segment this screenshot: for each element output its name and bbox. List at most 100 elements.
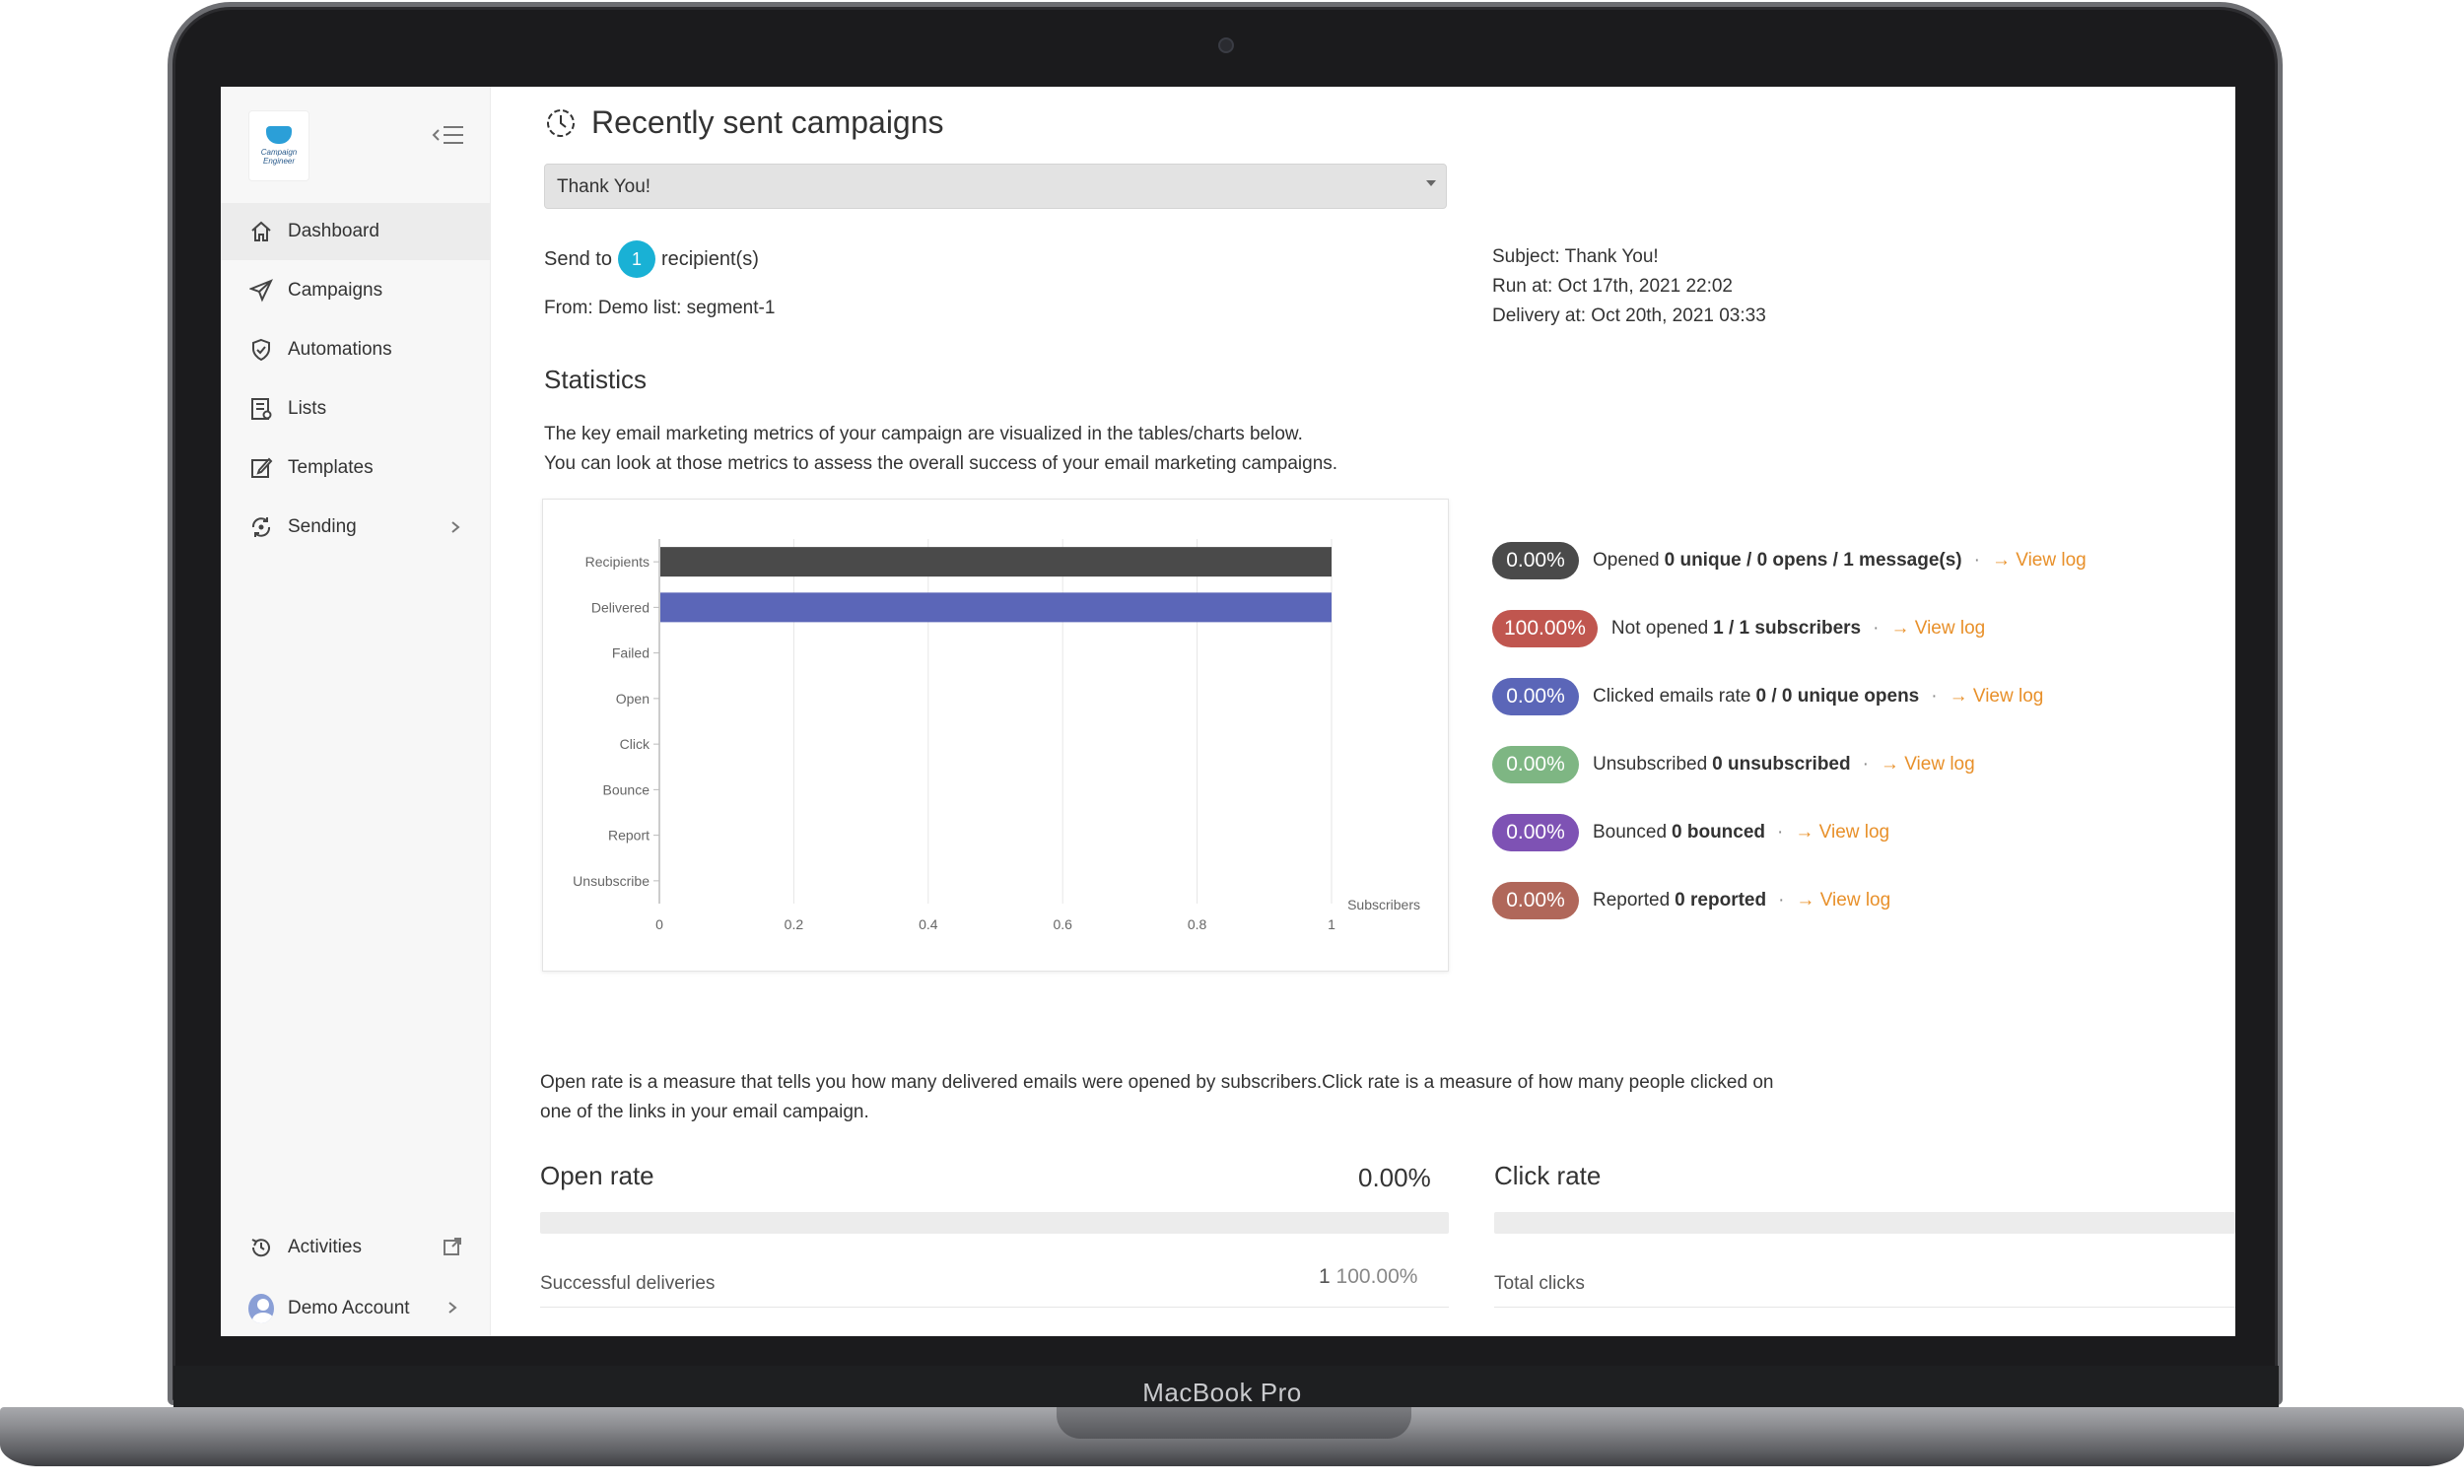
sidebar: Campaign Engineer Dashboard Campaigns: [221, 87, 491, 1336]
campaign-meta: Subject: Thank You! Run at: Oct 17th, 20…: [1492, 242, 1766, 331]
metric-percent-badge: 0.00%: [1492, 541, 1579, 579]
shield-check-icon: [248, 337, 274, 363]
campaign-select[interactable]: Thank You!: [544, 164, 1447, 209]
sidebar-item-automations[interactable]: Automations: [221, 321, 491, 378]
sidebar-item-label: Sending: [288, 516, 357, 537]
sidebar-bottom: Activities Demo Account: [221, 1218, 491, 1336]
send-to-suffix: recipient(s): [660, 247, 759, 270]
metric-detail: 0 bounced: [1672, 821, 1766, 843]
separator: ·: [1973, 549, 1980, 571]
metric-label: Clicked emails rate: [1593, 685, 1751, 707]
send-to-line: Send to 1 recipient(s): [544, 240, 759, 278]
app-logo[interactable]: Campaign Engineer: [248, 110, 309, 181]
recipients-count-badge: 1: [617, 240, 655, 278]
y-tick-label: Report: [608, 828, 650, 843]
metric-percent-badge: 0.00%: [1492, 813, 1579, 851]
successful-deliveries-count: 1: [1319, 1265, 1331, 1288]
metrics-list: 0.00% Opened 0 unique / 0 opens / 1 messag…: [1492, 526, 2202, 934]
sidebar-item-dashboard[interactable]: Dashboard: [221, 203, 491, 260]
from-list: From: Demo list: segment-1: [544, 298, 776, 318]
sidebar-item-sending[interactable]: Sending: [221, 499, 491, 556]
y-tick-label: Failed: [612, 645, 650, 661]
x-axis-label: Subscribers: [1347, 897, 1420, 912]
sidebar-item-templates[interactable]: Templates: [221, 439, 491, 497]
clock-icon: [547, 108, 575, 137]
laptop-chin: [173, 1366, 2279, 1409]
sidebar-item-label: Activities: [288, 1237, 362, 1257]
x-tick-label: 0.4: [919, 916, 938, 932]
collapse-sidebar-icon[interactable]: [432, 122, 465, 148]
separator: ·: [1777, 821, 1784, 843]
y-tick-label: Click: [620, 736, 650, 752]
metric-label: Unsubscribed: [1593, 753, 1708, 775]
x-tick-label: 1: [1328, 916, 1335, 932]
click-rate-progress: [1494, 1212, 2235, 1234]
separator: ·: [1873, 617, 1880, 639]
metric-percent-badge: 0.00%: [1492, 677, 1579, 715]
logo-text: Campaign Engineer: [260, 148, 298, 166]
view-log-link[interactable]: View log: [1881, 754, 1974, 776]
chevron-right-icon: [451, 521, 460, 533]
open-rate-value: 0.00%: [1358, 1163, 1431, 1192]
click-rate-title: Click rate: [1494, 1161, 1602, 1190]
delivery-at: Delivery at: Oct 20th, 2021 03:33: [1492, 305, 1766, 326]
statistics-title: Statistics: [544, 365, 648, 394]
successful-deliveries-label: Successful deliveries: [540, 1273, 716, 1294]
logo-mark: [266, 126, 292, 144]
statistics-chart-card: 0 0.2 0.4 0.6 0.8 1 Recipients Delivered Failed O…: [542, 499, 1449, 972]
sidebar-item-activities[interactable]: Activities: [221, 1218, 491, 1277]
total-clicks-label: Total clicks: [1494, 1273, 1585, 1294]
external-link-icon[interactable]: [442, 1236, 463, 1257]
home-icon: [248, 219, 274, 244]
sidebar-item-account[interactable]: Demo Account: [221, 1279, 491, 1336]
sidebar-item-campaigns[interactable]: Campaigns: [221, 262, 491, 319]
campaign-select-value: Thank You!: [557, 176, 651, 197]
page-title: Recently sent campaigns: [591, 104, 944, 140]
metric-percent-badge: 0.00%: [1492, 881, 1579, 919]
metric-label: Opened: [1593, 549, 1660, 571]
avatar: [248, 1294, 274, 1323]
successful-deliveries-value: 1 100.00%: [1319, 1265, 1417, 1289]
separator: ·: [1862, 753, 1869, 775]
separator: ·: [1778, 889, 1785, 911]
sidebar-item-lists[interactable]: Lists: [221, 380, 491, 438]
metric-label: Not opened: [1610, 617, 1709, 639]
statistics-desc-line-2: You can look at those metrics to assess …: [544, 453, 1338, 474]
view-log-link[interactable]: View log: [1890, 618, 1985, 640]
metric-row: 0.00% Opened 0 unique / 0 opens / 1 messag…: [1492, 526, 2202, 594]
open-rate-progress: [540, 1212, 1449, 1234]
run-at: Run at: Oct 17th, 2021 22:02: [1492, 276, 1734, 297]
metric-percent-badge: 100.00%: [1492, 609, 1598, 647]
y-tick-label: Delivered: [591, 599, 650, 615]
sidebar-item-label: Lists: [288, 398, 327, 419]
x-tick-label: 0.8: [1188, 916, 1207, 932]
sidebar-item-label: Templates: [288, 457, 374, 478]
metric-detail: 1 / 1 subscribers: [1713, 617, 1862, 639]
successful-deliveries-percent: 100.00%: [1335, 1265, 1418, 1288]
bar-recipients: [660, 547, 1332, 577]
open-rate-title: Open rate: [540, 1161, 654, 1190]
x-tick-label: 0.6: [1053, 916, 1072, 932]
bar-delivered: [660, 592, 1332, 623]
view-log-link[interactable]: View log: [1796, 890, 1890, 911]
view-log-link[interactable]: View log: [1950, 686, 2043, 708]
send-icon: [248, 278, 274, 304]
view-log-link[interactable]: View log: [1795, 822, 1889, 843]
main-content: Recently sent campaigns Thank You! Send …: [491, 87, 2235, 1336]
sidebar-item-label: Automations: [288, 339, 392, 360]
y-tick-label: Open: [616, 691, 650, 707]
statistics-bar-chart: 0 0.2 0.4 0.6 0.8 1 Recipients Delivered Failed O…: [573, 539, 1420, 932]
device-label: MacBook Pro: [1142, 1378, 1302, 1407]
y-tick-label: Recipients: [585, 554, 650, 570]
history-icon: [248, 1235, 274, 1260]
sidebar-item-label: Dashboard: [288, 221, 379, 241]
chevron-right-icon: [448, 1302, 457, 1314]
view-log-link[interactable]: View log: [1992, 550, 2086, 572]
sync-icon: [248, 514, 274, 540]
sidebar-nav: Dashboard Campaigns Automations Lists: [221, 203, 491, 558]
list-icon: [248, 396, 274, 422]
y-tick-label: Bounce: [603, 781, 650, 797]
